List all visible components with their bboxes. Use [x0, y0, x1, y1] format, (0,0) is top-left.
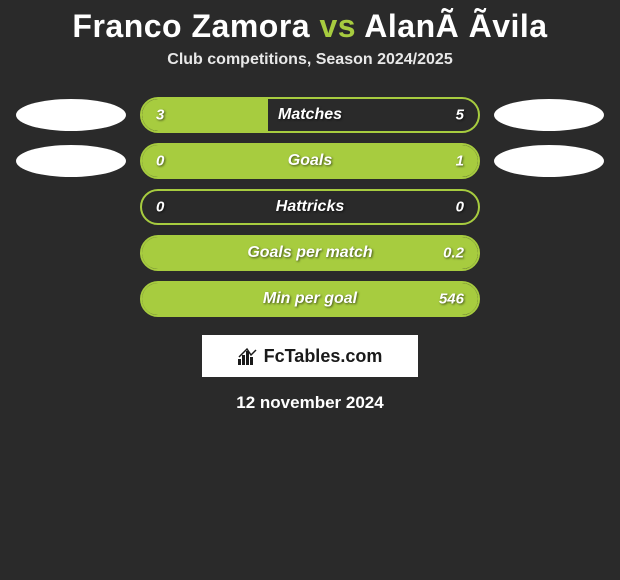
stat-value-right: 1: [456, 153, 464, 170]
stat-row: Min per goal 546: [0, 281, 620, 317]
chart-icon: [238, 347, 258, 365]
stat-bar: 3 Matches 5: [140, 97, 480, 133]
player1-badge: [16, 99, 126, 131]
stat-label: Hattricks: [276, 198, 344, 216]
branding-text: FcTables.com: [264, 346, 383, 367]
subtitle: Club competitions, Season 2024/2025: [0, 51, 620, 97]
stat-row: 3 Matches 5: [0, 97, 620, 133]
stat-bar: Min per goal 546: [140, 281, 480, 317]
player1-badge: [16, 145, 126, 177]
date-text: 12 november 2024: [0, 393, 620, 413]
stat-label: Matches: [278, 106, 342, 124]
stat-label: Goals: [288, 152, 332, 170]
branding-box: FcTables.com: [202, 335, 418, 377]
player2-name: AlanÃ­ Ãvila: [364, 8, 547, 44]
stat-row: 0 Hattricks 0: [0, 189, 620, 225]
stat-rows-container: 3 Matches 5 0 Goals 1 0 Hattricks 0 Goals per mat…: [0, 97, 620, 317]
stat-label: Min per goal: [263, 290, 357, 308]
stat-value-right: 5: [456, 107, 464, 124]
player2-badge: [494, 99, 604, 131]
stat-bar: 0 Goals 1: [140, 143, 480, 179]
player2-badge: [494, 145, 604, 177]
stat-value-right: 0.2: [443, 245, 464, 262]
stat-value-right: 0: [456, 199, 464, 216]
stat-value-left: 0: [156, 153, 164, 170]
stat-value-left: 0: [156, 199, 164, 216]
comparison-title: Franco Zamora vs AlanÃ­ Ãvila: [0, 0, 620, 51]
stat-bar: 0 Hattricks 0: [140, 189, 480, 225]
stat-label: Goals per match: [247, 244, 372, 262]
player1-name: Franco Zamora: [72, 8, 310, 44]
vs-text: vs: [319, 8, 356, 44]
stat-row: Goals per match 0.2: [0, 235, 620, 271]
stat-bar: Goals per match 0.2: [140, 235, 480, 271]
stat-value-right: 546: [439, 291, 464, 308]
stat-value-left: 3: [156, 107, 164, 124]
stat-row: 0 Goals 1: [0, 143, 620, 179]
